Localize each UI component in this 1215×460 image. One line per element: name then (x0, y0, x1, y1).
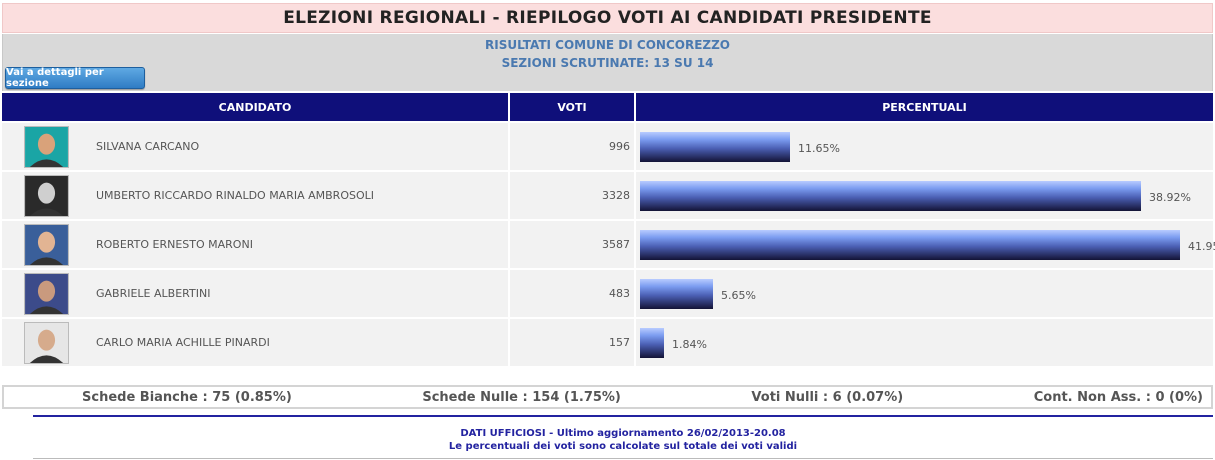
page-title: ELEZIONI REGIONALI - RIEPILOGO VOTI AI C… (2, 3, 1213, 33)
footer-divider-top (33, 415, 1213, 417)
table-row: CARLO MARIA ACHILLE PINARDI 157 1.84% (2, 319, 1213, 366)
sections-counted-label: SEZIONI SCRUTINATE: 13 SU 14 (501, 56, 714, 70)
percentage-label: 11.65% (798, 141, 840, 155)
column-header-votes: VOTI (510, 93, 634, 121)
candidate-name: CARLO MARIA ACHILLE PINARDI (96, 336, 270, 349)
percentage-note: Le percentuali dei voti sono calcolate s… (448, 441, 798, 452)
candidate-name: SILVANA CARCANO (96, 140, 200, 153)
percentage-bar (640, 132, 790, 162)
candidate-photo-icon (24, 273, 69, 315)
cell-divider (508, 221, 510, 268)
cell-divider (634, 221, 636, 268)
cell-divider (634, 123, 636, 170)
column-header-percentages: PERCENTUALI (636, 93, 1213, 121)
percentage-bar (640, 279, 713, 309)
official-data-note: DATI UFFICIOSI - Ultimo aggiornamento 26… (460, 428, 786, 439)
table-row: GABRIELE ALBERTINI 483 5.65% (2, 270, 1213, 317)
candidate-photo-icon (24, 224, 69, 266)
ballot-stats-bar: Schede Bianche : 75 (0.85%) Schede Nulle… (2, 385, 1213, 409)
candidate-name: ROBERTO ERNESTO MARONI (96, 238, 253, 251)
candidate-photo-icon (24, 126, 69, 168)
table-row: ROBERTO ERNESTO MARONI 3587 41.95% (2, 221, 1215, 268)
candidate-name: UMBERTO RICCARDO RINALDO MARIA AMBROSOLI (96, 189, 374, 202)
percentage-label: 1.84% (672, 337, 707, 351)
column-header-candidate: CANDIDATO (2, 93, 508, 121)
candidate-photo-icon (24, 175, 69, 217)
percentage-bar (640, 181, 1141, 211)
percentage-bar (640, 230, 1180, 260)
table-row: UMBERTO RICCARDO RINALDO MARIA AMBROSOLI… (2, 172, 1213, 219)
cell-divider (508, 172, 510, 219)
cell-divider (508, 319, 510, 366)
null-ballots-stat: Schede Nulle : 154 (1.75%) (422, 389, 621, 405)
municipality-label: RISULTATI COMUNE DI CONCOREZZO (484, 38, 730, 52)
section-details-button[interactable]: Vai a dettagli per sezione (5, 67, 145, 89)
results-info-panel: RISULTATI COMUNE DI CONCOREZZO SEZIONI S… (2, 34, 1213, 91)
candidate-votes: 157 (609, 336, 630, 349)
candidate-votes: 996 (609, 140, 630, 153)
percentage-label: 38.92% (1149, 190, 1191, 204)
cell-divider (634, 172, 636, 219)
candidate-votes: 3328 (602, 189, 630, 202)
candidate-votes: 3587 (602, 238, 630, 251)
candidate-photo-icon (24, 322, 69, 364)
table-row: SILVANA CARCANO 996 11.65% (2, 123, 1213, 170)
percentage-label: 5.65% (721, 288, 756, 302)
candidate-name: GABRIELE ALBERTINI (96, 287, 211, 300)
candidate-votes: 483 (609, 287, 630, 300)
cell-divider (508, 123, 510, 170)
percentage-label: 41.95% (1188, 239, 1215, 253)
contested-votes-stat: Cont. Non Ass. : 0 (0%) (1033, 389, 1203, 405)
footer-divider-bottom (33, 458, 1213, 459)
null-votes-stat: Voti Nulli : 6 (0.07%) (751, 389, 904, 405)
cell-divider (634, 270, 636, 317)
percentage-bar (640, 328, 664, 358)
cell-divider (634, 319, 636, 366)
cell-divider (508, 270, 510, 317)
blank-ballots-stat: Schede Bianche : 75 (0.85%) (82, 389, 292, 405)
